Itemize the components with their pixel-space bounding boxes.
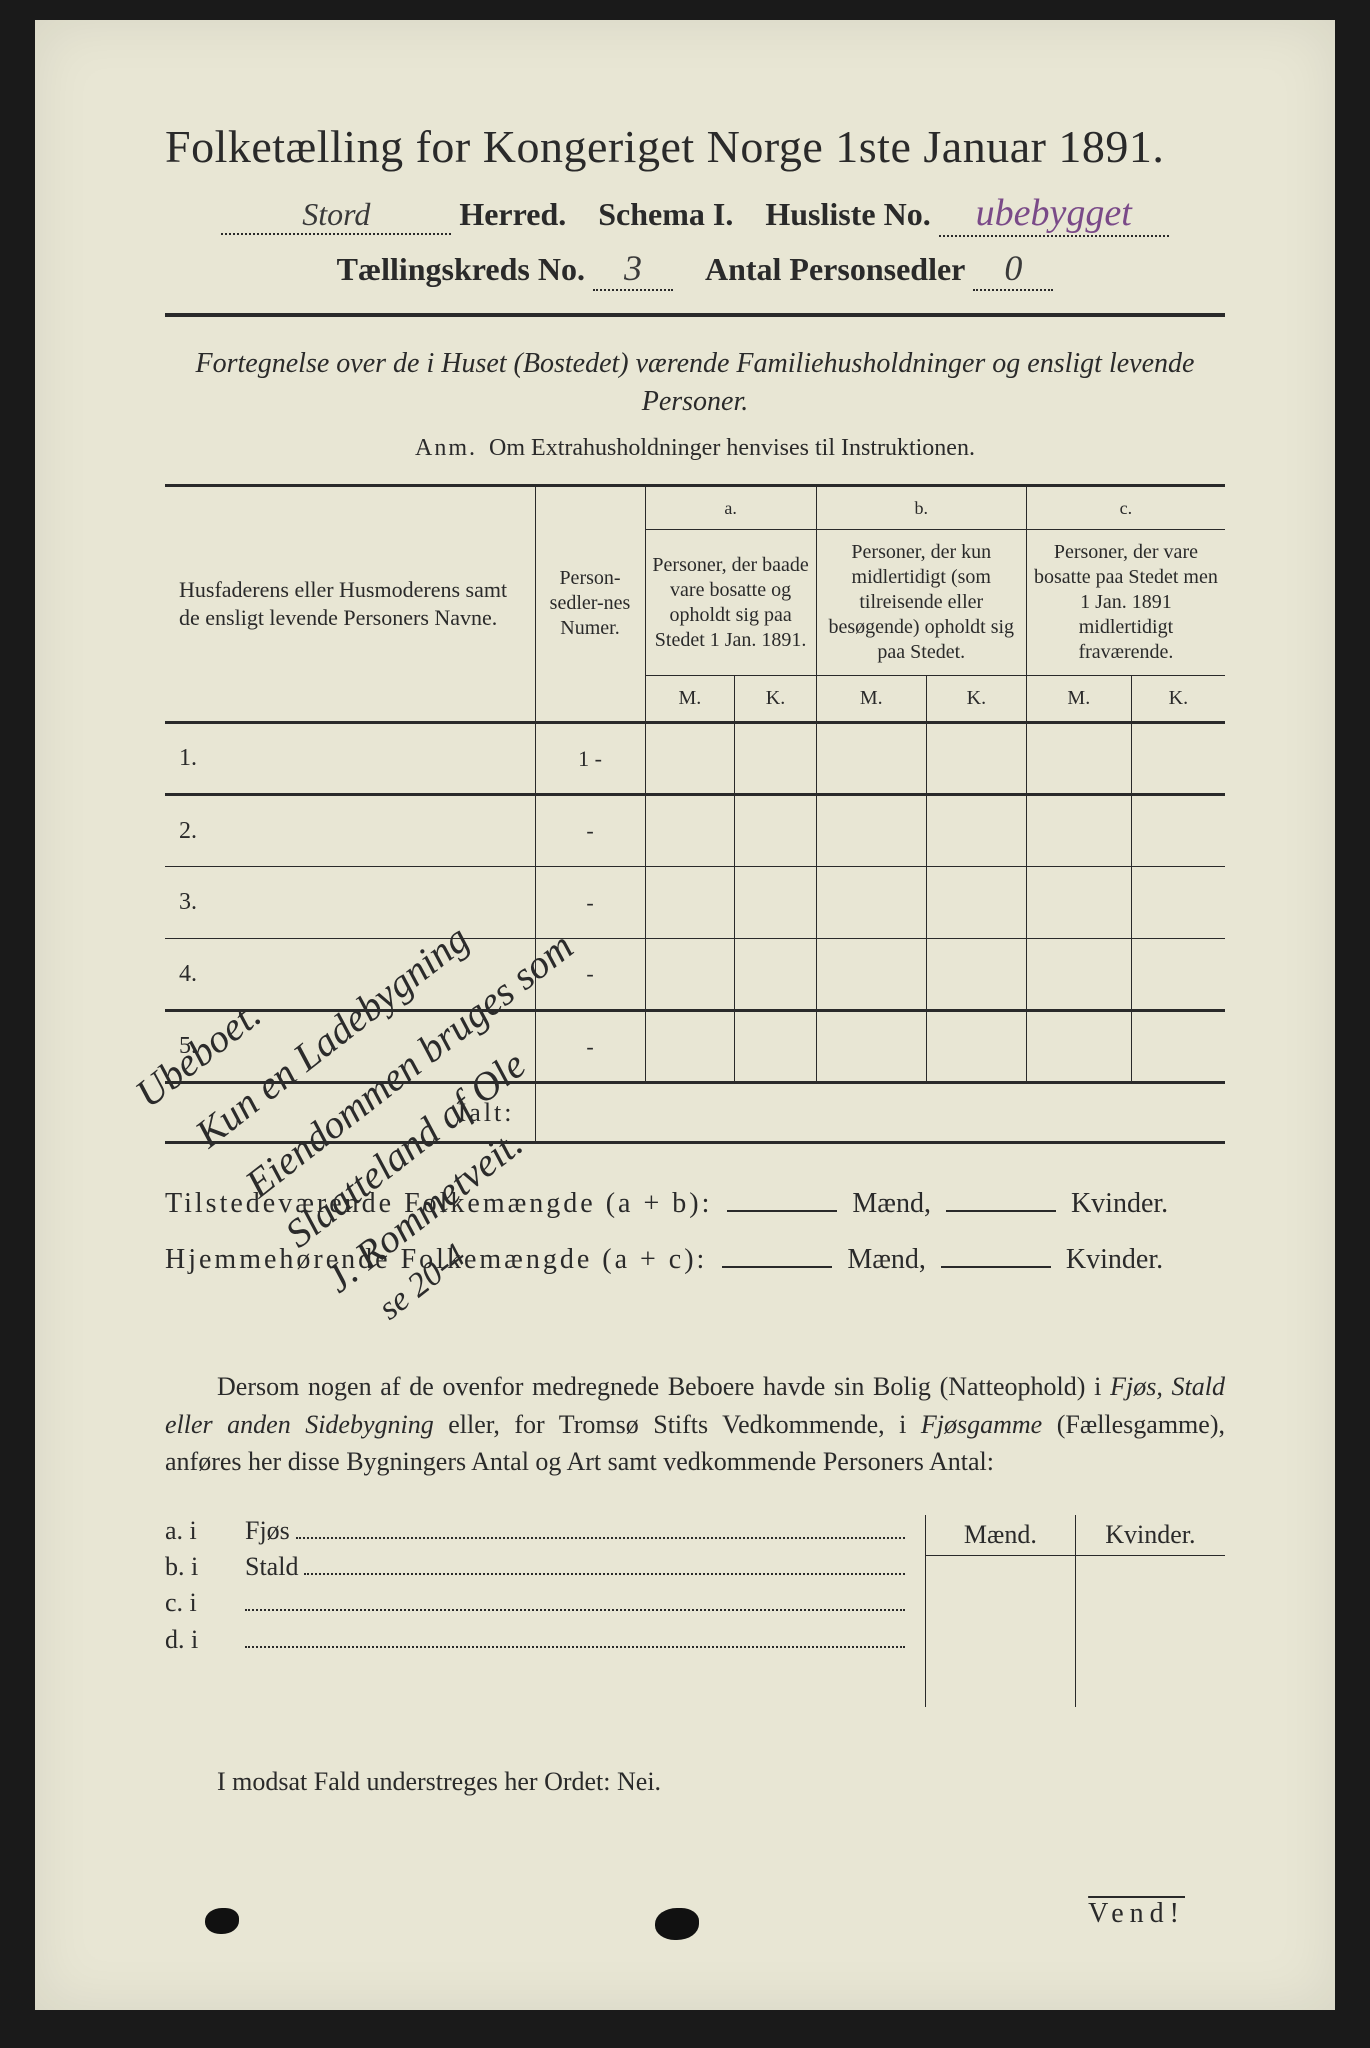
schema-label: Schema I. xyxy=(598,196,733,232)
col-names-header: Husfaderens eller Husmoderens samt de en… xyxy=(165,485,535,723)
row-personseddel: - xyxy=(535,939,645,1011)
paragraph: Dersom nogen af de ovenfor medregnede Be… xyxy=(165,1368,1225,1481)
lower-row-txt: Fjøs xyxy=(245,1516,296,1546)
table-row: 4. - xyxy=(165,939,1225,1011)
lower-row: a. i Fjøs xyxy=(165,1515,905,1545)
table-row: 5. - xyxy=(165,1011,1225,1083)
row-personseddel: - xyxy=(535,1011,645,1083)
kreds-label: Tællingskreds No. xyxy=(337,251,585,287)
group-b-text: Personer, der kun midlertidigt (som tilr… xyxy=(816,530,1026,676)
lower-row-lbl: c. i xyxy=(165,1588,245,1618)
header-line-2: Stord Herred. Schema I. Husliste No. ube… xyxy=(165,191,1225,237)
vend-label: Vend! xyxy=(1088,1898,1185,1930)
summary-ab-label: Tilstedeværende Folkemængde (a + b): xyxy=(165,1188,712,1219)
kvinder-label: Kvinder. xyxy=(1066,1244,1163,1275)
col-c-k: K. xyxy=(1131,676,1225,723)
row-num: 5. xyxy=(165,1011,535,1083)
antal-value: 0 xyxy=(973,247,1053,291)
col-b-k: K. xyxy=(926,676,1026,723)
main-table: Husfaderens eller Husmoderens samt de en… xyxy=(165,484,1225,1145)
col-a-m: M. xyxy=(645,676,735,723)
lower-row: c. i xyxy=(165,1588,905,1618)
kvinder-label: Kvinder. xyxy=(1071,1188,1168,1219)
row-num: 3. xyxy=(165,867,535,939)
table-row: 2. - xyxy=(165,795,1225,867)
lower-row-txt: Stald xyxy=(245,1552,304,1582)
ink-blot xyxy=(655,1908,699,1940)
row-num: 2. xyxy=(165,795,535,867)
lower-section: a. i Fjøs b. i Stald c. i d. i xyxy=(165,1515,1225,1707)
lower-row-lbl: a. i xyxy=(165,1516,245,1546)
anm-text: Om Extrahusholdninger henvises til Instr… xyxy=(489,435,975,461)
table-row: 3. - xyxy=(165,867,1225,939)
anm-line: Anm. Om Extrahusholdninger henvises til … xyxy=(165,435,1225,462)
herred-value: Stord xyxy=(221,196,451,235)
census-form-page: Folketælling for Kongeriget Norge 1ste J… xyxy=(35,20,1335,2010)
maend-label: Mænd, xyxy=(847,1244,926,1275)
table-row: 1. 1 - xyxy=(165,723,1225,795)
lower-row-lbl: b. i xyxy=(165,1552,245,1582)
subtitle: Fortegnelse over de i Huset (Bostedet) v… xyxy=(165,345,1225,421)
summary-block: Tilstedeværende Folkemængde (a + b): Mæn… xyxy=(165,1176,1225,1288)
husliste-value: ubebygget xyxy=(939,191,1169,237)
col-a-k: K. xyxy=(735,676,816,723)
group-a-text: Personer, der baade vare bosatte og opho… xyxy=(645,530,816,676)
lower-row: d. i xyxy=(165,1624,905,1654)
kreds-value: 3 xyxy=(593,247,673,291)
lower-left-list: a. i Fjøs b. i Stald c. i d. i xyxy=(165,1515,925,1707)
group-a-label: a. xyxy=(645,485,816,530)
summary-ac-label: Hjemmehørende Folkemængde (a + c): xyxy=(165,1244,707,1275)
page-title: Folketælling for Kongeriget Norge 1ste J… xyxy=(165,120,1225,173)
herred-label: Herred. xyxy=(459,196,566,232)
col-b-m: M. xyxy=(816,676,926,723)
husliste-label: Husliste No. xyxy=(765,196,930,232)
lower-row: b. i Stald xyxy=(165,1552,905,1582)
antal-label: Antal Personsedler xyxy=(705,251,965,287)
group-b-label: b. xyxy=(816,485,1026,530)
row-personseddel: - xyxy=(535,795,645,867)
row-personseddel: 1 - xyxy=(535,723,645,795)
col-nums-header: Person-sedler-nes Numer. xyxy=(535,485,645,723)
anm-label: Anm. xyxy=(415,435,477,461)
lower-kvinder-header: Kvinder. xyxy=(1075,1515,1225,1555)
summary-row-ac: Hjemmehørende Folkemængde (a + c): Mænd,… xyxy=(165,1232,1225,1288)
col-c-m: M. xyxy=(1026,676,1131,723)
summary-row-ab: Tilstedeværende Folkemængde (a + b): Mæn… xyxy=(165,1176,1225,1232)
header-line-3: Tællingskreds No. 3 Antal Personsedler 0 xyxy=(165,247,1225,291)
lower-right-table: Mænd. Kvinder. xyxy=(925,1515,1225,1707)
row-num: 4. xyxy=(165,939,535,1011)
ink-blot xyxy=(205,1908,239,1934)
closing-line: I modsat Fald understreges her Ordet: Ne… xyxy=(165,1767,1225,1797)
lower-row-lbl: d. i xyxy=(165,1625,245,1655)
row-num: 1. xyxy=(165,723,535,795)
lower-maend-header: Mænd. xyxy=(926,1515,1076,1555)
group-c-label: c. xyxy=(1026,485,1225,530)
divider-line xyxy=(165,313,1225,317)
row-personseddel: - xyxy=(535,867,645,939)
ialt-label: Ialt: xyxy=(165,1083,535,1143)
maend-label: Mænd, xyxy=(852,1188,931,1219)
group-c-text: Personer, der vare bosatte paa Stedet me… xyxy=(1026,530,1225,676)
